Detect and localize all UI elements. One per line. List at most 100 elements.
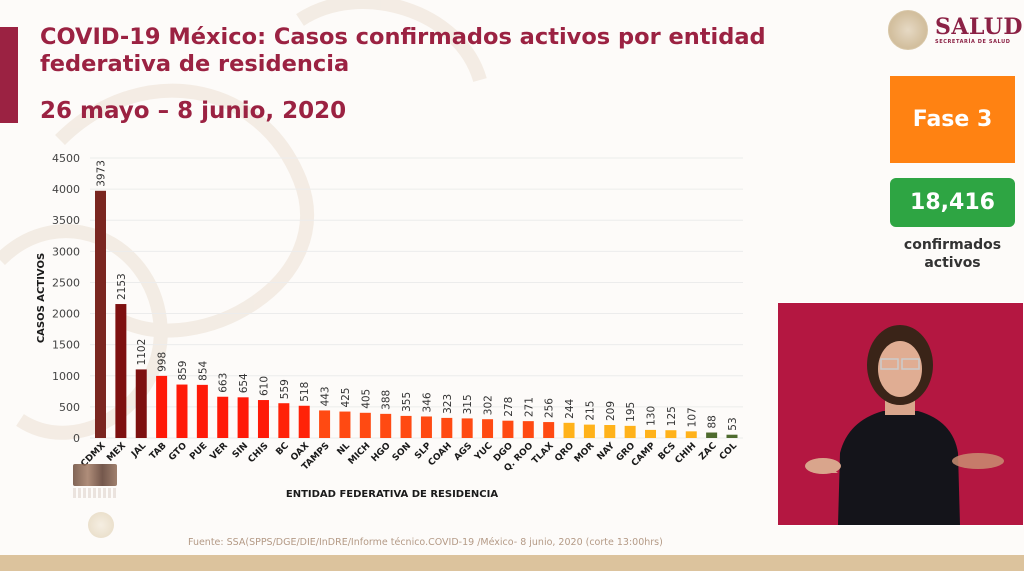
y-tick-label: 1000: [52, 370, 80, 383]
total-count: 18,416: [910, 190, 995, 215]
value-label: 346: [421, 392, 433, 412]
total-count-badge: 18,416: [890, 178, 1015, 227]
x-tick-label: COL: [718, 441, 739, 462]
value-label: 278: [503, 397, 515, 417]
value-label: 425: [340, 388, 352, 408]
x-tick-label: JAL: [129, 441, 148, 460]
phase-badge: Fase 3: [890, 76, 1015, 163]
x-tick-label: ZAC: [697, 441, 719, 463]
x-tick-label: CAMP: [630, 441, 658, 469]
salud-logo: SALUD SECRETARÍA DE SALUD: [888, 10, 1023, 50]
y-tick-label: 4000: [52, 183, 80, 196]
value-label: 854: [197, 361, 209, 381]
bar-chih: [685, 431, 697, 438]
value-label: 271: [523, 397, 535, 417]
x-tick-label: YUC: [472, 441, 495, 464]
bar-jal: [135, 369, 147, 438]
x-tick-label: VER: [209, 441, 230, 462]
bar-son: [400, 415, 412, 438]
bar-dgo: [502, 420, 514, 438]
x-tick-label: AGS: [452, 441, 474, 463]
x-tick-label: MICH: [347, 441, 373, 467]
bar-bcs: [665, 430, 677, 438]
bar-chis: [257, 400, 269, 438]
x-tick-label: MOR: [573, 441, 597, 465]
y-tick-label: 4500: [52, 152, 80, 165]
bar-coah: [441, 417, 453, 438]
gridlines: [90, 157, 743, 439]
value-label: 256: [544, 398, 556, 418]
source-note: Fuente: SSA(SPPS/DGE/DIE/InDRE/Informe t…: [188, 537, 663, 548]
y-axis-ticks: 0 500 1000 1500 2000 2500 3000 3500 4000 4500: [52, 152, 80, 445]
institution-logo-text: [73, 488, 117, 498]
value-label: 1102: [136, 339, 148, 366]
count-caption-line1: confirmados: [903, 237, 1002, 253]
bar-nl: [339, 411, 351, 438]
y-tick-label: 0: [73, 432, 80, 445]
date-range: 26 mayo – 8 junio, 2020: [40, 98, 347, 124]
y-axis-label: CASOS ACTIVOS: [36, 253, 47, 343]
logo-name: SALUD: [935, 14, 1023, 40]
x-tick-label: TAB: [148, 441, 169, 462]
x-tick-label: NAY: [596, 441, 618, 463]
bar-yuc: [482, 419, 494, 438]
bar-bc: [278, 403, 290, 438]
y-tick-label: 3500: [52, 214, 80, 227]
value-label: 405: [360, 389, 372, 409]
value-label: 209: [605, 401, 617, 421]
logo-subtitle: SECRETARÍA DE SALUD: [935, 39, 1011, 45]
y-tick-label: 1500: [52, 339, 80, 352]
value-label: 125: [666, 406, 678, 426]
value-labels: 3973 2153 1102 998 859 854 663 654 610 559 518 443 4…: [96, 160, 740, 431]
bar-mor: [583, 424, 595, 438]
bar-hgo: [380, 413, 392, 438]
x-axis-label: ENTIDAD FEDERATIVA DE RESIDENCIA: [286, 489, 498, 500]
value-label: 559: [279, 379, 291, 399]
bar-ags: [461, 418, 473, 438]
value-label: 2153: [116, 273, 128, 300]
footer-seal-icon: [88, 512, 114, 538]
value-label: 663: [218, 373, 230, 393]
x-tick-label: MEX: [105, 441, 128, 464]
value-label: 610: [258, 376, 270, 396]
bar-slp: [420, 416, 432, 438]
x-tick-label: QRO: [553, 441, 576, 464]
y-tick-label: 3000: [52, 245, 80, 258]
bar-chart: 0 500 1000 1500 2000 2500 3000 3500 4000 4500 397…: [36, 152, 743, 500]
bar-qro: [563, 422, 575, 438]
bar-tamps: [319, 410, 331, 438]
interpreter-figure: [805, 325, 1004, 525]
x-tick-label: CHIH: [674, 441, 699, 466]
value-label: 244: [564, 398, 576, 418]
bar-tlax: [543, 422, 555, 438]
institution-logo: [73, 464, 117, 486]
x-tick-label: TLAX: [530, 441, 555, 466]
value-label: 315: [462, 394, 474, 414]
count-caption-line2: activos: [924, 255, 981, 271]
value-label: 323: [442, 394, 454, 414]
value-label: 130: [646, 406, 658, 426]
value-label: 654: [238, 373, 250, 393]
bar-oax: [298, 405, 310, 438]
x-tick-label: PUE: [188, 441, 209, 462]
y-tick-label: 500: [59, 401, 80, 414]
bar-sin: [237, 397, 249, 438]
bar-camp: [645, 429, 657, 438]
value-label: 355: [401, 392, 413, 412]
bar-pue: [196, 384, 208, 438]
value-label: 107: [686, 407, 698, 427]
value-label: 215: [584, 401, 596, 421]
sign-language-video: [778, 303, 1023, 525]
bar-zac: [706, 432, 718, 438]
page-title: COVID-19 México: Casos confirmados activ…: [40, 24, 766, 77]
value-label: 88: [707, 415, 719, 428]
bar-mex: [115, 304, 127, 438]
value-label: 859: [177, 361, 189, 381]
value-label: 195: [625, 402, 637, 422]
bar-ver: [217, 396, 229, 438]
value-label: 998: [157, 352, 169, 372]
phase-label: Fase 3: [912, 107, 993, 132]
bar-col: [726, 434, 738, 438]
value-label: 302: [483, 395, 495, 415]
